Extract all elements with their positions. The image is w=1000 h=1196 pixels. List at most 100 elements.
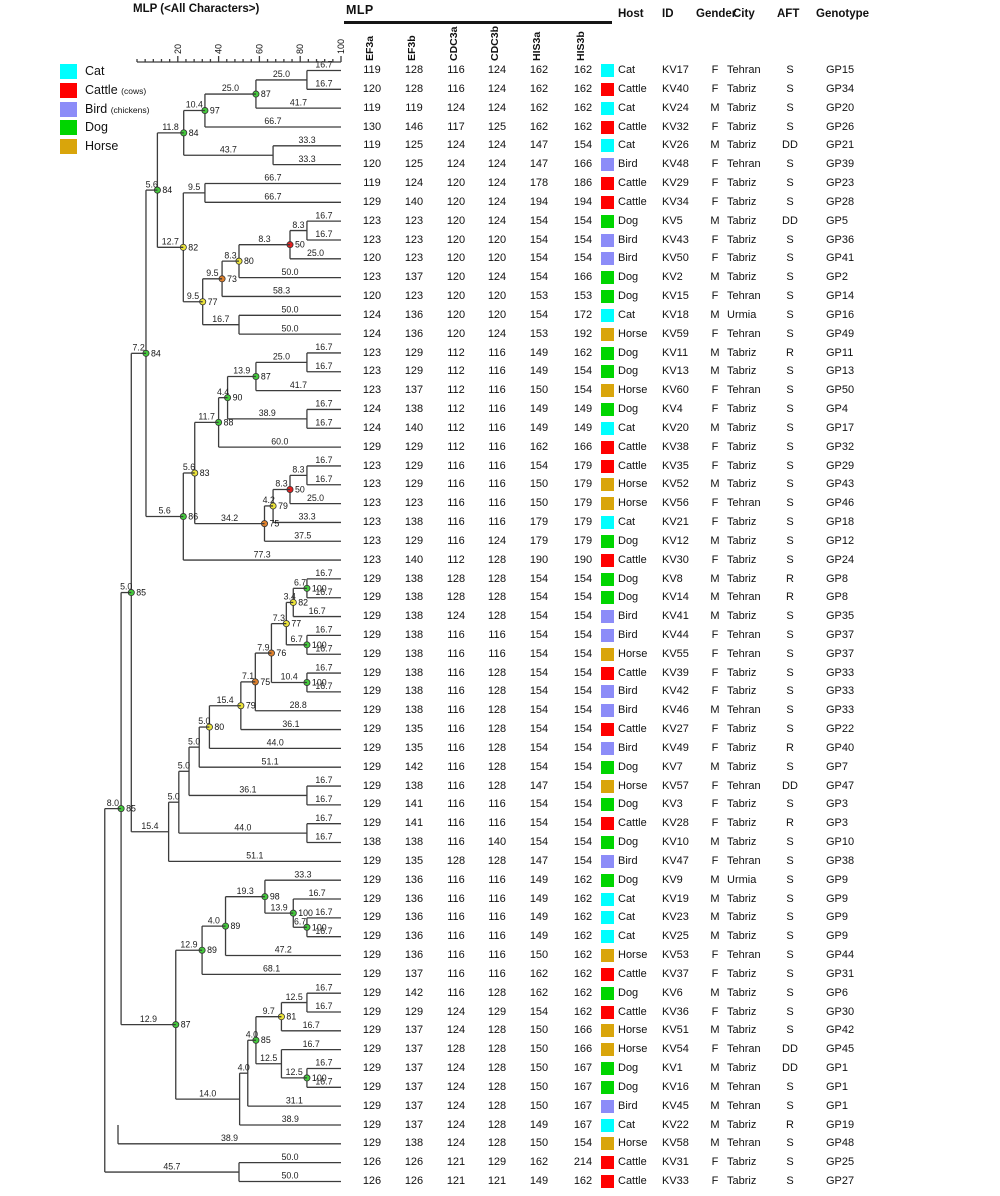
host-label: Horse (618, 1043, 648, 1056)
mlp-value-cdc3a: 124 (446, 1062, 466, 1075)
gender-value: M (710, 1024, 720, 1037)
mlp-value-cdc3a: 116 (447, 534, 465, 547)
isolate-id: KV37 (662, 967, 689, 980)
isolate-id: KV40 (662, 82, 689, 95)
branch-length-label: 6.7 (291, 634, 303, 644)
isolate-id: KV11 (662, 346, 689, 359)
aft-value: S (786, 308, 794, 321)
table-row: 119 124 120 124 178 186 Cattle KV29 F Tabriz S GP23 (345, 174, 1000, 193)
isolate-id: KV43 (662, 233, 689, 246)
isolate-id: KV46 (662, 704, 689, 717)
gender-value: M (710, 478, 720, 491)
mlp-value-his3b: 162 (573, 346, 593, 359)
mlp-value-cdc3a: 120 (446, 252, 466, 265)
mlp-value-his3b: 154 (573, 365, 593, 378)
host-swatch (601, 459, 614, 473)
mlp-value-cdc3b: 116 (488, 459, 506, 472)
branch-length-label: 8.3 (292, 220, 304, 230)
mlp-value-ef3b: 129 (404, 1005, 424, 1018)
mlp-value-ef3b: 129 (404, 365, 424, 378)
aft-value: DD (782, 779, 798, 792)
genotype-value: GP7 (826, 760, 849, 773)
mlp-value-ef3a: 129 (362, 685, 382, 698)
mlp-value-ef3b: 138 (404, 685, 424, 698)
table-row: 129 135 116 128 154 154 Cattle KV27 F Tabriz S GP22 (345, 720, 1000, 739)
mlp-value-ef3b: 142 (404, 986, 424, 999)
aft-value: S (786, 327, 794, 340)
gender-value: F (711, 290, 719, 303)
aft-value: S (786, 798, 794, 811)
mlp-value-cdc3b: 125 (487, 120, 507, 133)
mlp-value-ef3a: 124 (362, 403, 382, 416)
mlp-value-cdc3a: 112 (447, 440, 465, 453)
mlp-value-ef3a: 123 (362, 365, 382, 378)
mlp-value-ef3b: 136 (404, 930, 424, 943)
genotype-value: GP9 (826, 892, 849, 905)
branch-length-label: 16.7 (309, 888, 326, 898)
host-swatch (601, 723, 614, 737)
isolate-id: KV33 (662, 1175, 689, 1188)
mlp-value-his3a: 162 (529, 1156, 549, 1169)
mlp-value-cdc3b: 116 (488, 949, 506, 962)
host-label: Cattle (618, 195, 647, 208)
mlp-value-ef3a: 119 (363, 101, 381, 114)
mlp-value-cdc3b: 140 (487, 836, 507, 849)
host-label: Cat (618, 1118, 636, 1131)
branch-length-label: 8.3 (258, 234, 270, 244)
mlp-value-his3a: 149 (529, 365, 549, 378)
host-label: Dog (618, 760, 639, 773)
host-swatch (601, 233, 614, 247)
branch-length-label: 16.7 (315, 60, 332, 70)
city-value: Tabriz (727, 421, 757, 434)
host-label: Bird (618, 233, 638, 246)
node-support-label: 75 (270, 519, 280, 529)
gender-value: F (711, 177, 719, 190)
host-swatch (601, 817, 614, 831)
city-value: Tehran (727, 290, 761, 303)
host-label: Bird (618, 629, 638, 641)
city-value: Tehran (727, 704, 761, 717)
branch-length-label: 10.4 (281, 672, 298, 682)
mlp-value-his3a: 154 (529, 252, 549, 265)
host-swatch (601, 516, 614, 530)
isolate-id: KV41 (662, 610, 689, 623)
mlp-value-ef3b: 140 (404, 195, 424, 208)
mlp-value-ef3a: 129 (362, 1062, 382, 1075)
mlp-value-his3a: 154 (529, 704, 549, 717)
mlp-value-ef3b: 123 (404, 233, 424, 246)
table-row: 123 140 112 128 190 190 Cattle KV30 F Tabriz S GP24 (345, 551, 1000, 570)
branch-length-label: 9.5 (187, 291, 199, 301)
genotype-value: GP40 (826, 741, 855, 754)
node-support-label: 87 (181, 1020, 191, 1030)
host-label: Horse (618, 1137, 648, 1150)
aft-value: S (786, 911, 794, 924)
isolate-id: KV25 (662, 930, 689, 943)
mlp-value-ef3a: 119 (363, 139, 381, 152)
mlp-value-his3a: 147 (529, 779, 549, 792)
branch-length-label: 43.7 (220, 144, 237, 154)
mlp-value-cdc3b: 124 (487, 195, 507, 208)
branch-length-label: 16.7 (315, 643, 332, 653)
node-support-label: 89 (207, 945, 217, 955)
mlp-value-cdc3b: 128 (487, 1099, 507, 1112)
mlp-value-ef3b: 128 (404, 64, 424, 77)
genotype-value: GP19 (826, 1118, 855, 1131)
branch-length-label: 16.7 (303, 1039, 320, 1049)
mlp-value-his3b: 154 (573, 252, 593, 265)
mlp-value-cdc3a: 124 (446, 1118, 466, 1131)
mlp-value-ef3a: 129 (362, 1043, 382, 1056)
gender-value: M (710, 346, 720, 359)
mlp-value-cdc3a: 116 (447, 779, 465, 792)
aft-value: DD (782, 1062, 798, 1075)
meta-header-host: Host (618, 8, 644, 20)
host-swatch (601, 949, 614, 963)
mlp-value-ef3b: 140 (404, 553, 424, 566)
gender-value: F (711, 723, 719, 736)
host-swatch (601, 1137, 614, 1151)
branch-length-label: 66.7 (264, 173, 281, 183)
table-row: 129 136 116 116 150 162 Horse KV53 F Tehran S GP44 (345, 946, 1000, 965)
legend-swatch (60, 120, 77, 136)
aft-value: DD (782, 214, 798, 227)
isolate-id: KV55 (662, 647, 689, 660)
mlp-value-cdc3b: 116 (488, 497, 506, 510)
